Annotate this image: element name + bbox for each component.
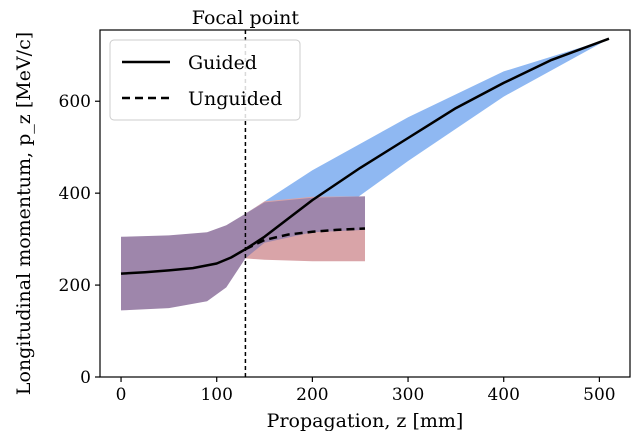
y-tick-label: 400 (59, 184, 91, 204)
series-line-unguided (244, 227, 366, 251)
legend-box (109, 39, 301, 121)
lines-layer (120, 37, 610, 275)
x-tick-label: 500 (583, 385, 615, 405)
plot-frame (99, 29, 631, 378)
y-tick-label: 200 (59, 276, 91, 296)
x-tick-label: 100 (200, 385, 232, 405)
band-2 (121, 196, 365, 311)
y-tick-label: 0 (80, 368, 91, 388)
y-axis-label: Longitudinal momentum, p_z [MeV/c] (13, 32, 35, 395)
x-tick-label: 400 (487, 385, 519, 405)
focal-point-label: Focal point (192, 7, 300, 29)
y-tick-label: 600 (59, 92, 91, 112)
series-line-guided (120, 37, 610, 275)
legend: Guided Unguided (109, 39, 301, 121)
x-tick-label: 200 (296, 385, 328, 405)
x-axis-ticks: 0 100 200 300 400 500 (116, 377, 616, 405)
x-tick-label: 300 (392, 385, 424, 405)
x-axis-label: Propagation, z [mm] (267, 410, 464, 431)
legend-label-guided: Guided (188, 52, 257, 74)
bands-layer (121, 38, 609, 311)
x-tick-label: 0 (116, 385, 127, 405)
y-axis-ticks: 0 200 400 600 (59, 92, 100, 388)
legend-label-unguided: Unguided (188, 88, 282, 110)
